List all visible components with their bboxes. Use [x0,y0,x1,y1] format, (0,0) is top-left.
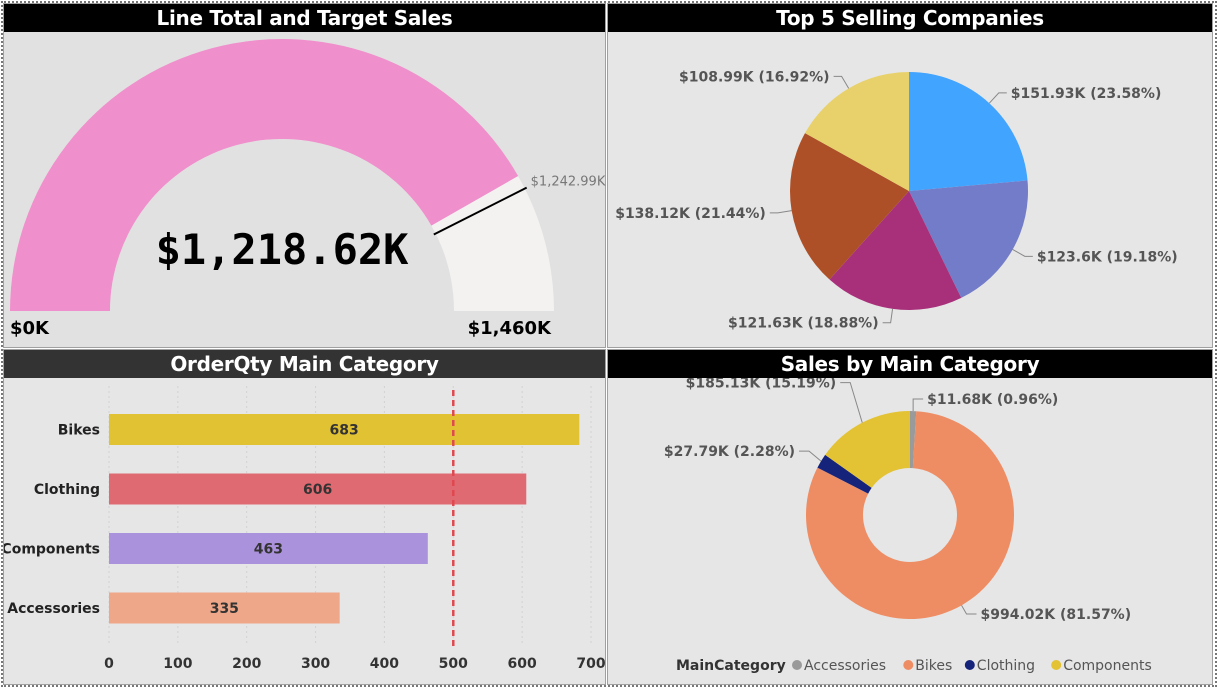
legend-item-label[interactable]: Accessories [804,658,886,674]
bar-category-label: Bikes [58,423,100,439]
pie-leader-line [1012,249,1033,257]
donut-leader-line [912,398,924,412]
pie-data-label: $123.6K (19.18%) [1037,249,1178,265]
bar-chart[interactable]: 0 100 200 300 400 500 600 700 Bikes 683 Clothing 60… [4,378,607,686]
donut-title: Sales by Main Category [608,350,1212,378]
legend-item-label[interactable]: Components [1063,658,1152,674]
donut-leader-line [961,605,977,615]
pie-slice[interactable] [829,191,962,310]
pie-data-label: $121.63K (18.88%) [728,316,879,332]
gauge-title: Line Total and Target Sales [4,4,605,32]
donut-leader-line [840,382,863,423]
bar-data-label: 463 [254,542,283,558]
bar-x-tick: 700 [576,656,605,672]
legend-marker [1051,660,1062,670]
gauge-min-label: $0K [10,318,50,339]
donut-data-label: $185.13K (15.19%) [686,378,837,392]
pie-data-label: $151.93K (23.58%) [1011,86,1162,102]
bar[interactable] [109,414,580,445]
gauge-fill[interactable] [10,38,519,311]
gauge-max-label: $1,460K [468,318,552,339]
legend-marker [792,660,802,670]
bar-data-label: 606 [303,482,332,498]
pie-slice[interactable] [909,180,1028,298]
legend-item-label[interactable]: Bikes [915,658,952,674]
pie-slice[interactable] [805,72,909,191]
donut-slice[interactable] [806,411,1014,619]
pie-leader-line [769,210,792,214]
donut-slice[interactable] [910,411,917,469]
gauge-chart[interactable]: $1,242.99K $1,218.62K $0K $1,460K [4,32,607,349]
bar[interactable] [109,533,428,564]
pie-title: Top 5 Selling Companies [608,4,1212,32]
donut-leader-line [799,450,822,462]
bar[interactable] [109,473,527,505]
bar-x-tick: 500 [439,656,468,672]
pie-leader-line [882,308,894,324]
bar-data-label: 683 [330,423,359,439]
donut-panel[interactable]: Sales by Main Category $11.68K (0.96%) $9… [607,349,1213,685]
pie-slice[interactable] [909,72,1028,191]
bar-x-tick: 0 [104,656,114,672]
bar-panel[interactable]: OrderQty Main Category 0 100 200 300 400 500 6… [3,349,606,685]
gauge-target-label: $1,242.99K [531,175,606,190]
bar-data-label: 335 [210,601,239,617]
pie-data-label: $138.12K (21.44%) [615,206,766,222]
bar-category-label: Accessories [7,601,100,617]
bar-title: OrderQty Main Category [4,350,605,378]
pie-leader-line [833,75,850,89]
bar[interactable] [109,592,340,624]
bar-x-tick: 400 [370,656,399,672]
bar-x-tick: 100 [163,656,192,672]
donut-data-label: $994.02K (81.57%) [981,607,1132,623]
bar-x-tick: 600 [508,656,537,672]
pie-slice[interactable] [790,133,909,280]
donut-chart[interactable]: $11.68K (0.96%) $994.02K (81.57%) $27.79K … [608,378,1214,686]
gauge-panel[interactable]: Line Total and Target Sales $1,242.99K $… [3,3,606,348]
bar-category-label: Components [4,542,100,558]
legend-item-label[interactable]: Clothing [977,658,1035,674]
donut-data-label: $27.79K (2.28%) [664,444,795,460]
donut-slice[interactable] [817,454,872,494]
bar-category-label: Clothing [34,482,100,498]
gauge-value: $1,218.62K [156,225,410,274]
pie-leader-line [988,92,1007,104]
gauge-target-line [433,186,528,236]
donut-data-label: $11.68K (0.96%) [927,392,1058,408]
bar-x-tick: 200 [232,656,261,672]
legend-marker [964,660,975,670]
pie-panel[interactable]: Top 5 Selling Companies $151.93K (23.58%… [607,3,1213,348]
bar-x-tick: 300 [301,656,330,672]
pie-data-label: $108.99K (16.92%) [679,69,830,85]
donut-legend-title: MainCategory [676,658,786,674]
legend-marker [903,660,914,670]
donut-slice[interactable] [825,411,910,488]
pie-chart[interactable]: $151.93K (23.58%) $123.6K (19.18%) $121.63… [608,32,1214,349]
